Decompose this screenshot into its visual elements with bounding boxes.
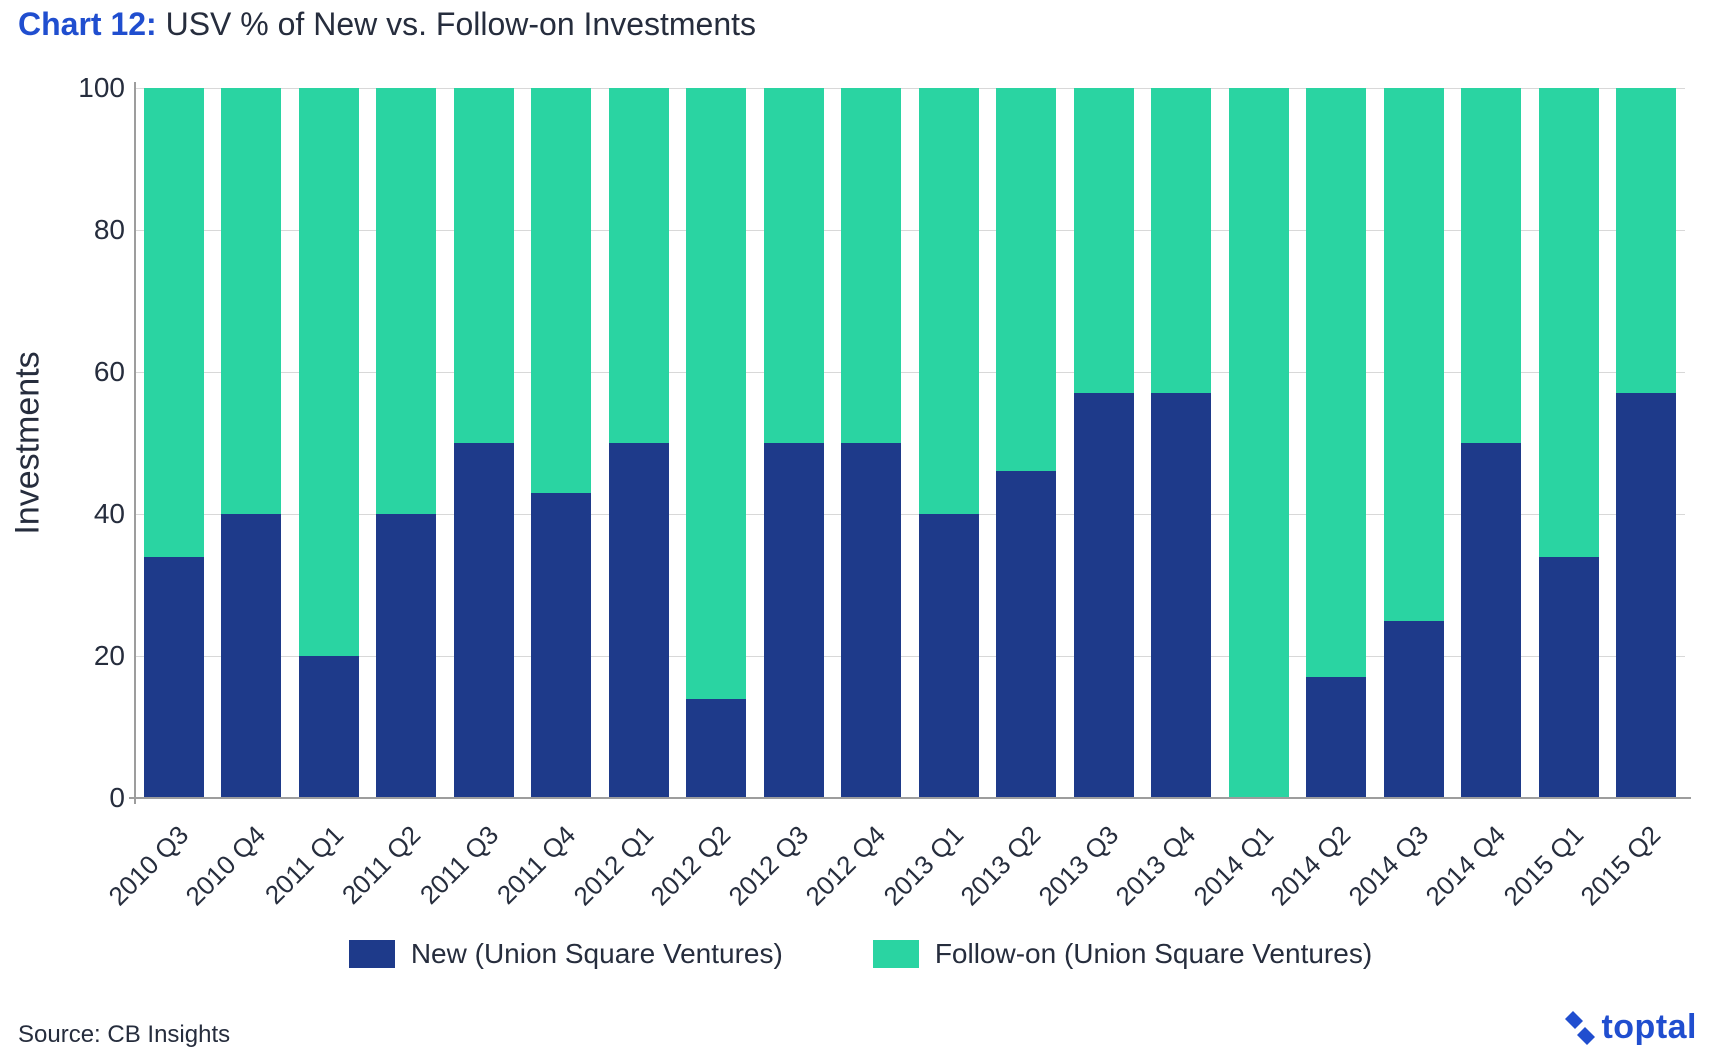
- y-tick-label: 100: [45, 72, 125, 104]
- y-tick-label: 40: [45, 498, 125, 530]
- bar-segment-followon: [454, 88, 514, 443]
- source-attribution: Source: CB Insights: [18, 1021, 230, 1049]
- y-axis-title: Investments: [9, 351, 48, 534]
- bar-segment-new: [1539, 557, 1599, 798]
- y-axis-line: [134, 82, 136, 804]
- bar-segment-new: [919, 514, 979, 798]
- legend-item-followon: Follow-on (Union Square Ventures): [873, 938, 1372, 970]
- bar-segment-followon: [1616, 88, 1676, 393]
- bar-segment-new: [996, 471, 1056, 798]
- legend-swatch-followon: [873, 940, 919, 968]
- bar: [1384, 88, 1444, 798]
- bar-segment-followon: [1461, 88, 1521, 443]
- y-tick-label: 0: [45, 782, 125, 814]
- bar-segment-followon: [1539, 88, 1599, 557]
- bars-group: [135, 88, 1685, 798]
- bar-segment-new: [221, 514, 281, 798]
- bar-segment-new: [531, 493, 591, 798]
- bar-segment-followon: [531, 88, 591, 493]
- bar: [531, 88, 591, 798]
- bar: [454, 88, 514, 798]
- y-tick-label: 20: [45, 640, 125, 672]
- legend-label-new: New (Union Square Ventures): [411, 938, 783, 970]
- y-tick-label: 80: [45, 214, 125, 246]
- brand-logo: toptal: [1565, 1008, 1697, 1047]
- bar: [376, 88, 436, 798]
- bar: [1151, 88, 1211, 798]
- y-tick-label: 60: [45, 356, 125, 388]
- bar-segment-new: [299, 656, 359, 798]
- legend-label-followon: Follow-on (Union Square Ventures): [935, 938, 1372, 970]
- source-text: CB Insights: [107, 1021, 230, 1048]
- bar: [1074, 88, 1134, 798]
- bar: [1616, 88, 1676, 798]
- bar: [144, 88, 204, 798]
- legend-swatch-new: [349, 940, 395, 968]
- chart-title-text: USV % of New vs. Follow-on Investments: [157, 6, 756, 42]
- bar-segment-new: [1461, 443, 1521, 798]
- bar-segment-new: [609, 443, 669, 798]
- toptal-icon: [1565, 1011, 1595, 1045]
- bar-segment-followon: [686, 88, 746, 699]
- source-prefix: Source:: [18, 1021, 107, 1048]
- bar-segment-followon: [144, 88, 204, 557]
- legend-item-new: New (Union Square Ventures): [349, 938, 783, 970]
- bar: [1229, 88, 1289, 798]
- bar: [1461, 88, 1521, 798]
- bar-segment-new: [841, 443, 901, 798]
- bar-segment-new: [1616, 393, 1676, 798]
- bar-segment-new: [1151, 393, 1211, 798]
- bar-segment-followon: [221, 88, 281, 514]
- bar-segment-followon: [1306, 88, 1366, 677]
- bar-segment-followon: [1151, 88, 1211, 393]
- bar-segment-followon: [919, 88, 979, 514]
- bar-segment-followon: [764, 88, 824, 443]
- bar-segment-followon: [299, 88, 359, 656]
- bar-segment-followon: [1074, 88, 1134, 393]
- bar-segment-followon: [841, 88, 901, 443]
- chart-title: Chart 12: USV % of New vs. Follow-on Inv…: [18, 6, 756, 43]
- bar: [1306, 88, 1366, 798]
- bar: [841, 88, 901, 798]
- bar: [686, 88, 746, 798]
- bar-segment-new: [1384, 621, 1444, 799]
- bar-segment-followon: [1229, 88, 1289, 798]
- chart-title-prefix: Chart 12:: [18, 6, 157, 42]
- bar: [221, 88, 281, 798]
- bar-segment-new: [764, 443, 824, 798]
- bar: [764, 88, 824, 798]
- bar-segment-new: [686, 699, 746, 798]
- bar: [919, 88, 979, 798]
- bar-segment-followon: [996, 88, 1056, 471]
- chart-container: Chart 12: USV % of New vs. Follow-on Inv…: [0, 0, 1721, 1061]
- bar-segment-new: [454, 443, 514, 798]
- x-axis-line: [129, 797, 1691, 799]
- bar-segment-new: [1074, 393, 1134, 798]
- bar: [996, 88, 1056, 798]
- legend: New (Union Square Ventures) Follow-on (U…: [0, 938, 1721, 970]
- plot-area: [135, 88, 1685, 798]
- bar-segment-followon: [609, 88, 669, 443]
- bar: [299, 88, 359, 798]
- bar: [1539, 88, 1599, 798]
- bar-segment-followon: [376, 88, 436, 514]
- bar-segment-followon: [1384, 88, 1444, 621]
- bar: [609, 88, 669, 798]
- bar-segment-new: [144, 557, 204, 798]
- bar-segment-new: [376, 514, 436, 798]
- bar-segment-new: [1306, 677, 1366, 798]
- brand-name: toptal: [1601, 1008, 1697, 1047]
